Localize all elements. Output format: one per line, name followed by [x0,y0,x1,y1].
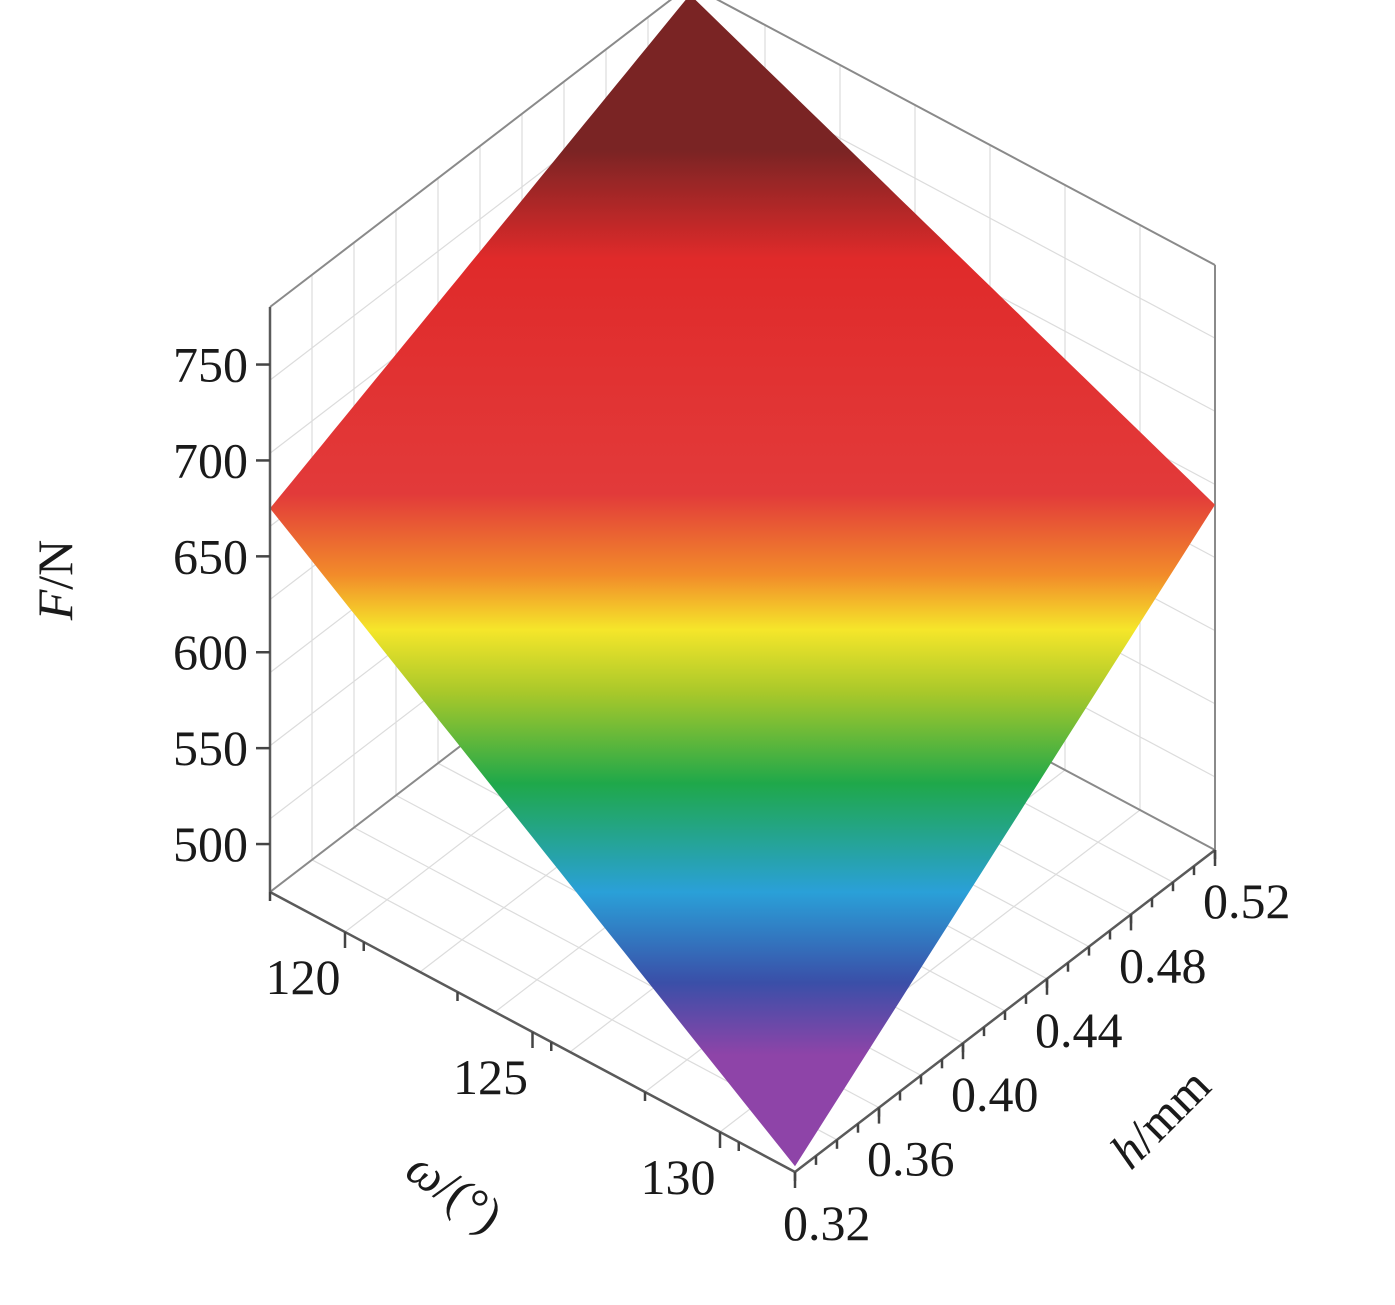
z-tick-label: 650 [173,528,248,584]
box-edge [716,0,1216,266]
x-tick-labels: 120 125 130 [266,949,716,1205]
z-axis-title: F/N [27,540,83,622]
y-tick-label: 0.52 [1203,873,1291,929]
y-tick-labels: 0.32 0.36 0.40 0.44 0.48 0.52 [783,873,1291,1251]
y-axis-title: h/mm [1099,1057,1221,1179]
z-tick-label: 550 [173,720,248,776]
y-tick-label: 0.44 [1035,1002,1123,1058]
response-surface [270,0,1215,1167]
x-axis-title: ω/(°) [397,1139,513,1244]
y-tick-label: 0.48 [1119,937,1207,993]
z-tick-label: 500 [173,816,248,872]
y-tick-label: 0.36 [867,1131,955,1187]
box-edge [269,0,673,308]
x-tick-label: 125 [453,1049,528,1105]
z-axis-unit: /N [27,540,83,590]
y-tick-label: 0.40 [951,1066,1039,1122]
axis-ticks [256,363,1217,1188]
x-tick-label: 120 [266,949,341,1005]
z-tick-label: 600 [173,624,248,680]
x-tick-label: 130 [641,1149,716,1205]
z-tick-label: 750 [173,337,248,393]
y-tick-label: 0.32 [783,1195,871,1251]
z-tick-labels: 500 550 600 650 700 750 [173,337,248,873]
z-tick-label: 700 [173,432,248,488]
z-axis-var: F [27,589,83,621]
